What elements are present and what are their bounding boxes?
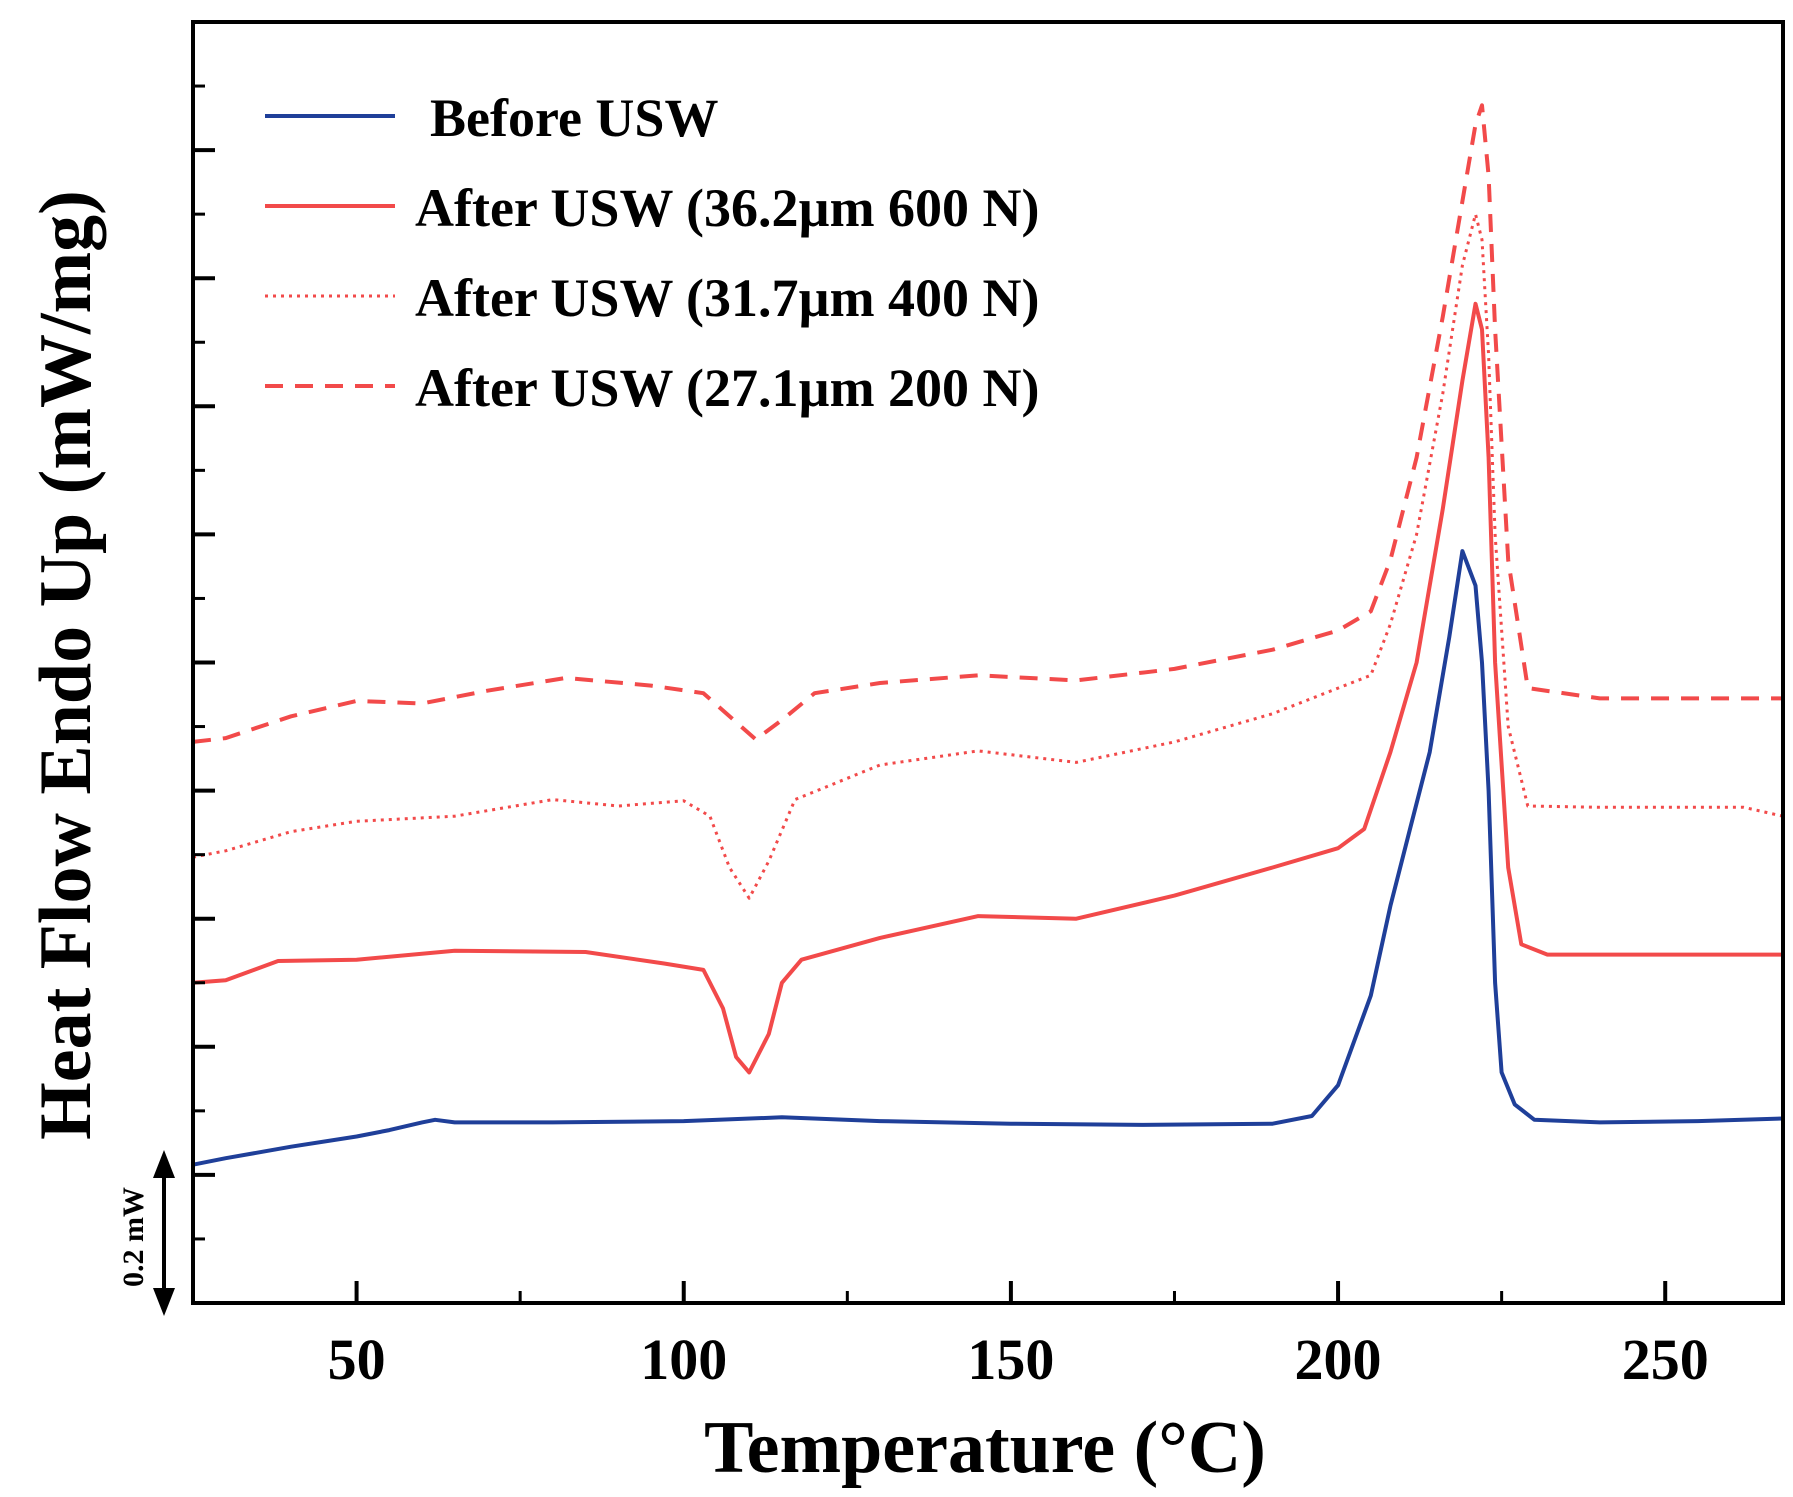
y-axis-title: Heat Flow Endo Up (mW/mg) xyxy=(25,190,107,1140)
x-tick-label: 50 xyxy=(328,1327,386,1392)
x-tick-labels: 50 100 150 200 250 xyxy=(328,1327,1709,1392)
legend-label-2: After USW (36.2µm 600 N) xyxy=(415,178,1040,238)
x-tick-label: 100 xyxy=(640,1327,727,1392)
legend-label-1: Before USW xyxy=(430,88,718,148)
legend: Before USW After USW (36.2µm 600 N) After … xyxy=(265,88,1040,418)
x-tick-label: 250 xyxy=(1622,1327,1709,1392)
legend-label-3: After USW (31.7µm 400 N) xyxy=(415,268,1040,328)
scale-bar-arrow-down xyxy=(153,1288,175,1316)
tick-layer xyxy=(193,84,1668,1303)
x-tick-label: 150 xyxy=(967,1327,1054,1392)
scale-bar-label: 0.2 mW xyxy=(117,1187,150,1287)
series-layer xyxy=(192,103,1784,1167)
scale-bar: 0.2 mW xyxy=(117,1150,175,1316)
series-line-2 xyxy=(192,301,1783,1075)
scale-bar-arrow-up xyxy=(153,1150,175,1178)
legend-label-4: After USW (27.1µm 200 N) xyxy=(415,358,1040,418)
x-tick-label: 200 xyxy=(1295,1327,1382,1392)
series-line-1 xyxy=(192,549,1784,1167)
series-line-4 xyxy=(192,103,1783,744)
x-axis-title: Temperature (°C) xyxy=(704,1407,1266,1489)
